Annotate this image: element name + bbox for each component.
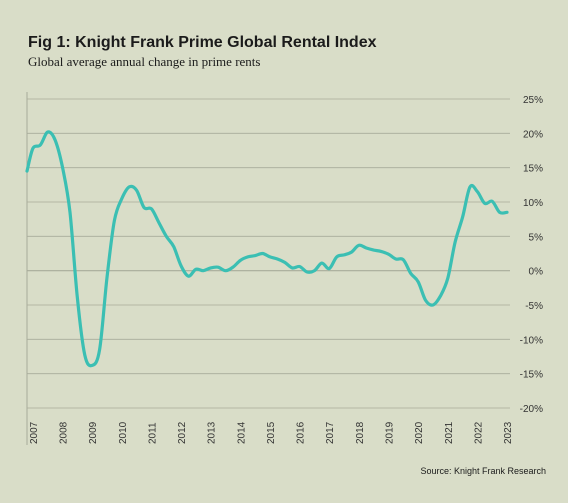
x-tick-label: 2009: [88, 421, 99, 444]
x-axis-ticks: 2007 2008 2009 2010 2011 2012 2013 2014 2015 2016…: [29, 421, 514, 444]
x-tick-label: 2012: [177, 421, 188, 444]
x-tick-label: 2020: [414, 421, 425, 444]
y-tick-label: -5%: [525, 301, 543, 312]
x-tick-label: 2011: [147, 422, 158, 444]
y-tick-label: -15%: [520, 370, 543, 381]
y-tick-label: 10%: [523, 198, 543, 209]
y-tick-label: 15%: [523, 164, 543, 175]
grid-lines: [26, 92, 510, 445]
x-tick-label: 2014: [236, 421, 247, 444]
y-tick-label: -10%: [520, 335, 543, 346]
y-tick-label: 25%: [523, 95, 543, 106]
series-line: [25, 130, 509, 368]
x-tick-label: 2023: [503, 421, 514, 444]
x-tick-label: 2018: [355, 421, 366, 444]
source-note: Source: Knight Frank Research: [420, 466, 546, 476]
y-tick-label: -20%: [520, 404, 543, 415]
x-tick-label: 2016: [296, 421, 307, 444]
x-tick-label: 2007: [29, 421, 40, 444]
x-tick-label: 2015: [266, 421, 277, 444]
x-tick-label: 2013: [207, 421, 218, 444]
x-tick-label: 2022: [473, 421, 484, 444]
y-tick-label: 20%: [523, 129, 543, 140]
x-tick-label: 2017: [325, 421, 336, 444]
y-tick-label: 5%: [529, 232, 544, 243]
chart-title: Fig 1: Knight Frank Prime Global Rental …: [28, 34, 377, 51]
y-axis-ticks: 25% 20% 15% 10% 5% 0% -5% -10% -15% -20%: [520, 95, 543, 415]
x-tick-label: 2010: [118, 421, 129, 444]
x-tick-label: 2008: [59, 421, 70, 444]
chart-subtitle: Global average annual change in prime re…: [28, 54, 261, 69]
x-tick-label: 2021: [444, 421, 455, 444]
y-tick-label: 0%: [529, 267, 544, 278]
series-layer: [25, 130, 509, 368]
x-tick-label: 2019: [385, 421, 396, 444]
